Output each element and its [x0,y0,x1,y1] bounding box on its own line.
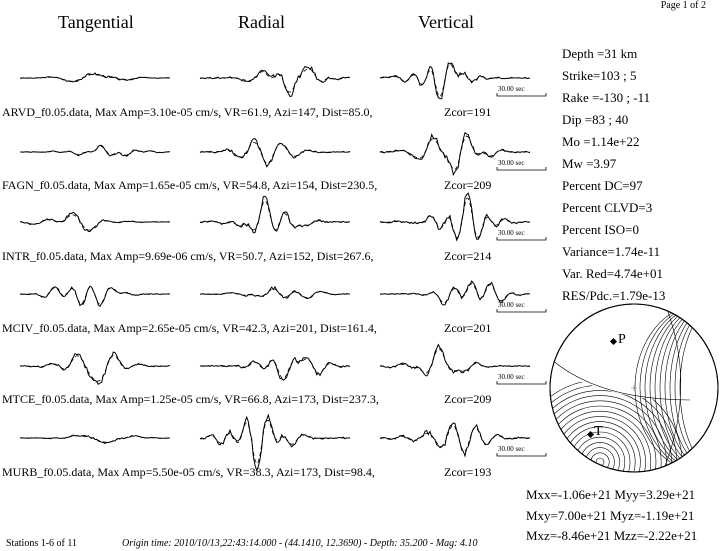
synthetic-trace [20,73,170,82]
synthetic-trace [200,358,350,380]
percent-clvd-value: Percent CLVD=3 [562,200,653,215]
zcor-arvd: Zcor=191 [444,105,492,119]
moment-tensor-row-2: Mxy=7.00e+21 Myz=-1.19e+21 [526,507,695,523]
synthetic-trace [379,135,531,171]
synthetic-trace [200,288,350,299]
origin-info: Origin time: 2010/10/13,22:43:14.000 - (… [122,538,478,549]
var-red-value: Var. Red=4.74e+01 [562,266,663,281]
time-scale-bar [496,167,547,171]
station-label-fagn: FAGN_f0.05.data, Max Amp=1.65e-05 cm/s, … [2,178,378,192]
moment-tensor-row-1: Mxx=-1.06e+21 Myy=3.29e+21 [526,487,696,502]
zcor-murb: Zcor=193 [444,465,492,479]
observed-trace [379,131,531,177]
moment-tensor-row-3: Mxz=-8.46e+21 Mzz=-2.22e+21 [526,528,698,543]
synthetic-trace [379,63,530,98]
moment-tensor: Mxx=-1.06e+21 Myy=3.29e+21 Mxy=7.00e+21 … [526,485,697,547]
percent-iso-value: Percent ISO=0 [562,222,640,237]
station-label-murb: MURB_f0.05.data, Max Amp=5.50e-05 cm/s, … [2,465,375,479]
observed-trace [199,195,350,234]
synthetic-trace [200,68,351,93]
mo-value: Mo =1.14e+22 [562,134,640,149]
zcor-intr: Zcor=214 [444,249,492,263]
mw-value: Mw =3.97 [562,156,617,171]
dip-value: Dip =83 ; 40 [562,112,629,127]
observed-trace [379,343,531,377]
percent-dc-value: Percent DC=97 [562,178,643,193]
stations-range: Stations 1-6 of 11 [6,538,78,549]
observed-trace [19,434,170,444]
zcor-fagn: Zcor=209 [444,178,492,192]
time-scale-label: 30.00 sec [498,301,524,309]
time-scale-bar [496,453,547,457]
time-scale-bar [496,309,547,313]
observed-trace [19,351,171,386]
synthetic-trace [20,146,171,156]
rake-value: Rake =-130 ; -11 [562,90,651,105]
time-scale-bar [496,93,547,97]
observed-trace [380,62,531,100]
time-scale-label: 30.00 sec [498,373,524,381]
strike-value: Strike=103 ; 5 [562,68,637,83]
zcor-mtce: Zcor=209 [444,392,492,406]
variance-value: Variance=1.74e-11 [562,244,661,259]
synthetic-trace [380,283,530,304]
station-label-arvd: ARVD_f0.05.data, Max Amp=3.10e-05 cm/s, … [2,105,373,119]
observed-trace [199,413,351,472]
synthetic-trace [200,419,350,465]
observed-trace [200,285,351,300]
station-label-mciv: MCIV_f0.05.data, Max Amp=2.65e-05 cm/s, … [2,321,377,335]
zcor-mciv: Zcor=201 [444,321,492,335]
time-scale-label: 30.00 sec [498,445,524,453]
synthetic-trace [19,214,170,231]
time-scale-label: 30.00 sec [498,229,524,237]
column-header-tangential: Tangential [58,12,134,32]
observed-trace [379,422,531,458]
observed-trace [20,211,171,233]
station-label-intr: INTR_f0.05.data, Max Amp=9.69e-06 cm/s, … [2,249,374,263]
time-scale-bar [496,237,547,241]
column-header-radial: Radial [238,12,285,32]
time-scale-label: 30.00 sec [498,159,524,167]
synthetic-trace [200,200,350,231]
res-pdc-value: RES/Pdc.=1.79e-13 [562,288,666,303]
observed-trace [199,138,351,168]
time-scale-bar [496,381,547,385]
synthetic-trace [19,286,170,305]
time-scale-label: 30.00 sec [498,85,524,93]
observed-trace [20,144,171,157]
synthetic-trace [20,435,170,443]
column-header-vertical: Vertical [418,12,474,32]
station-label-mtce: MTCE_f0.05.data, Max Amp=1.25e-05 cm/s, … [2,392,379,406]
synthetic-trace [20,355,170,382]
synthetic-trace [379,348,530,374]
depth-value: Depth =31 km [562,46,638,61]
observed-trace [199,356,351,381]
page-number: Page 1 of 2 [660,0,706,11]
observed-trace [199,65,351,98]
solution-parameters: Depth =31 km Strike=103 ; 5 Rake =-130 ;… [562,43,665,307]
synthetic-trace [380,424,530,452]
